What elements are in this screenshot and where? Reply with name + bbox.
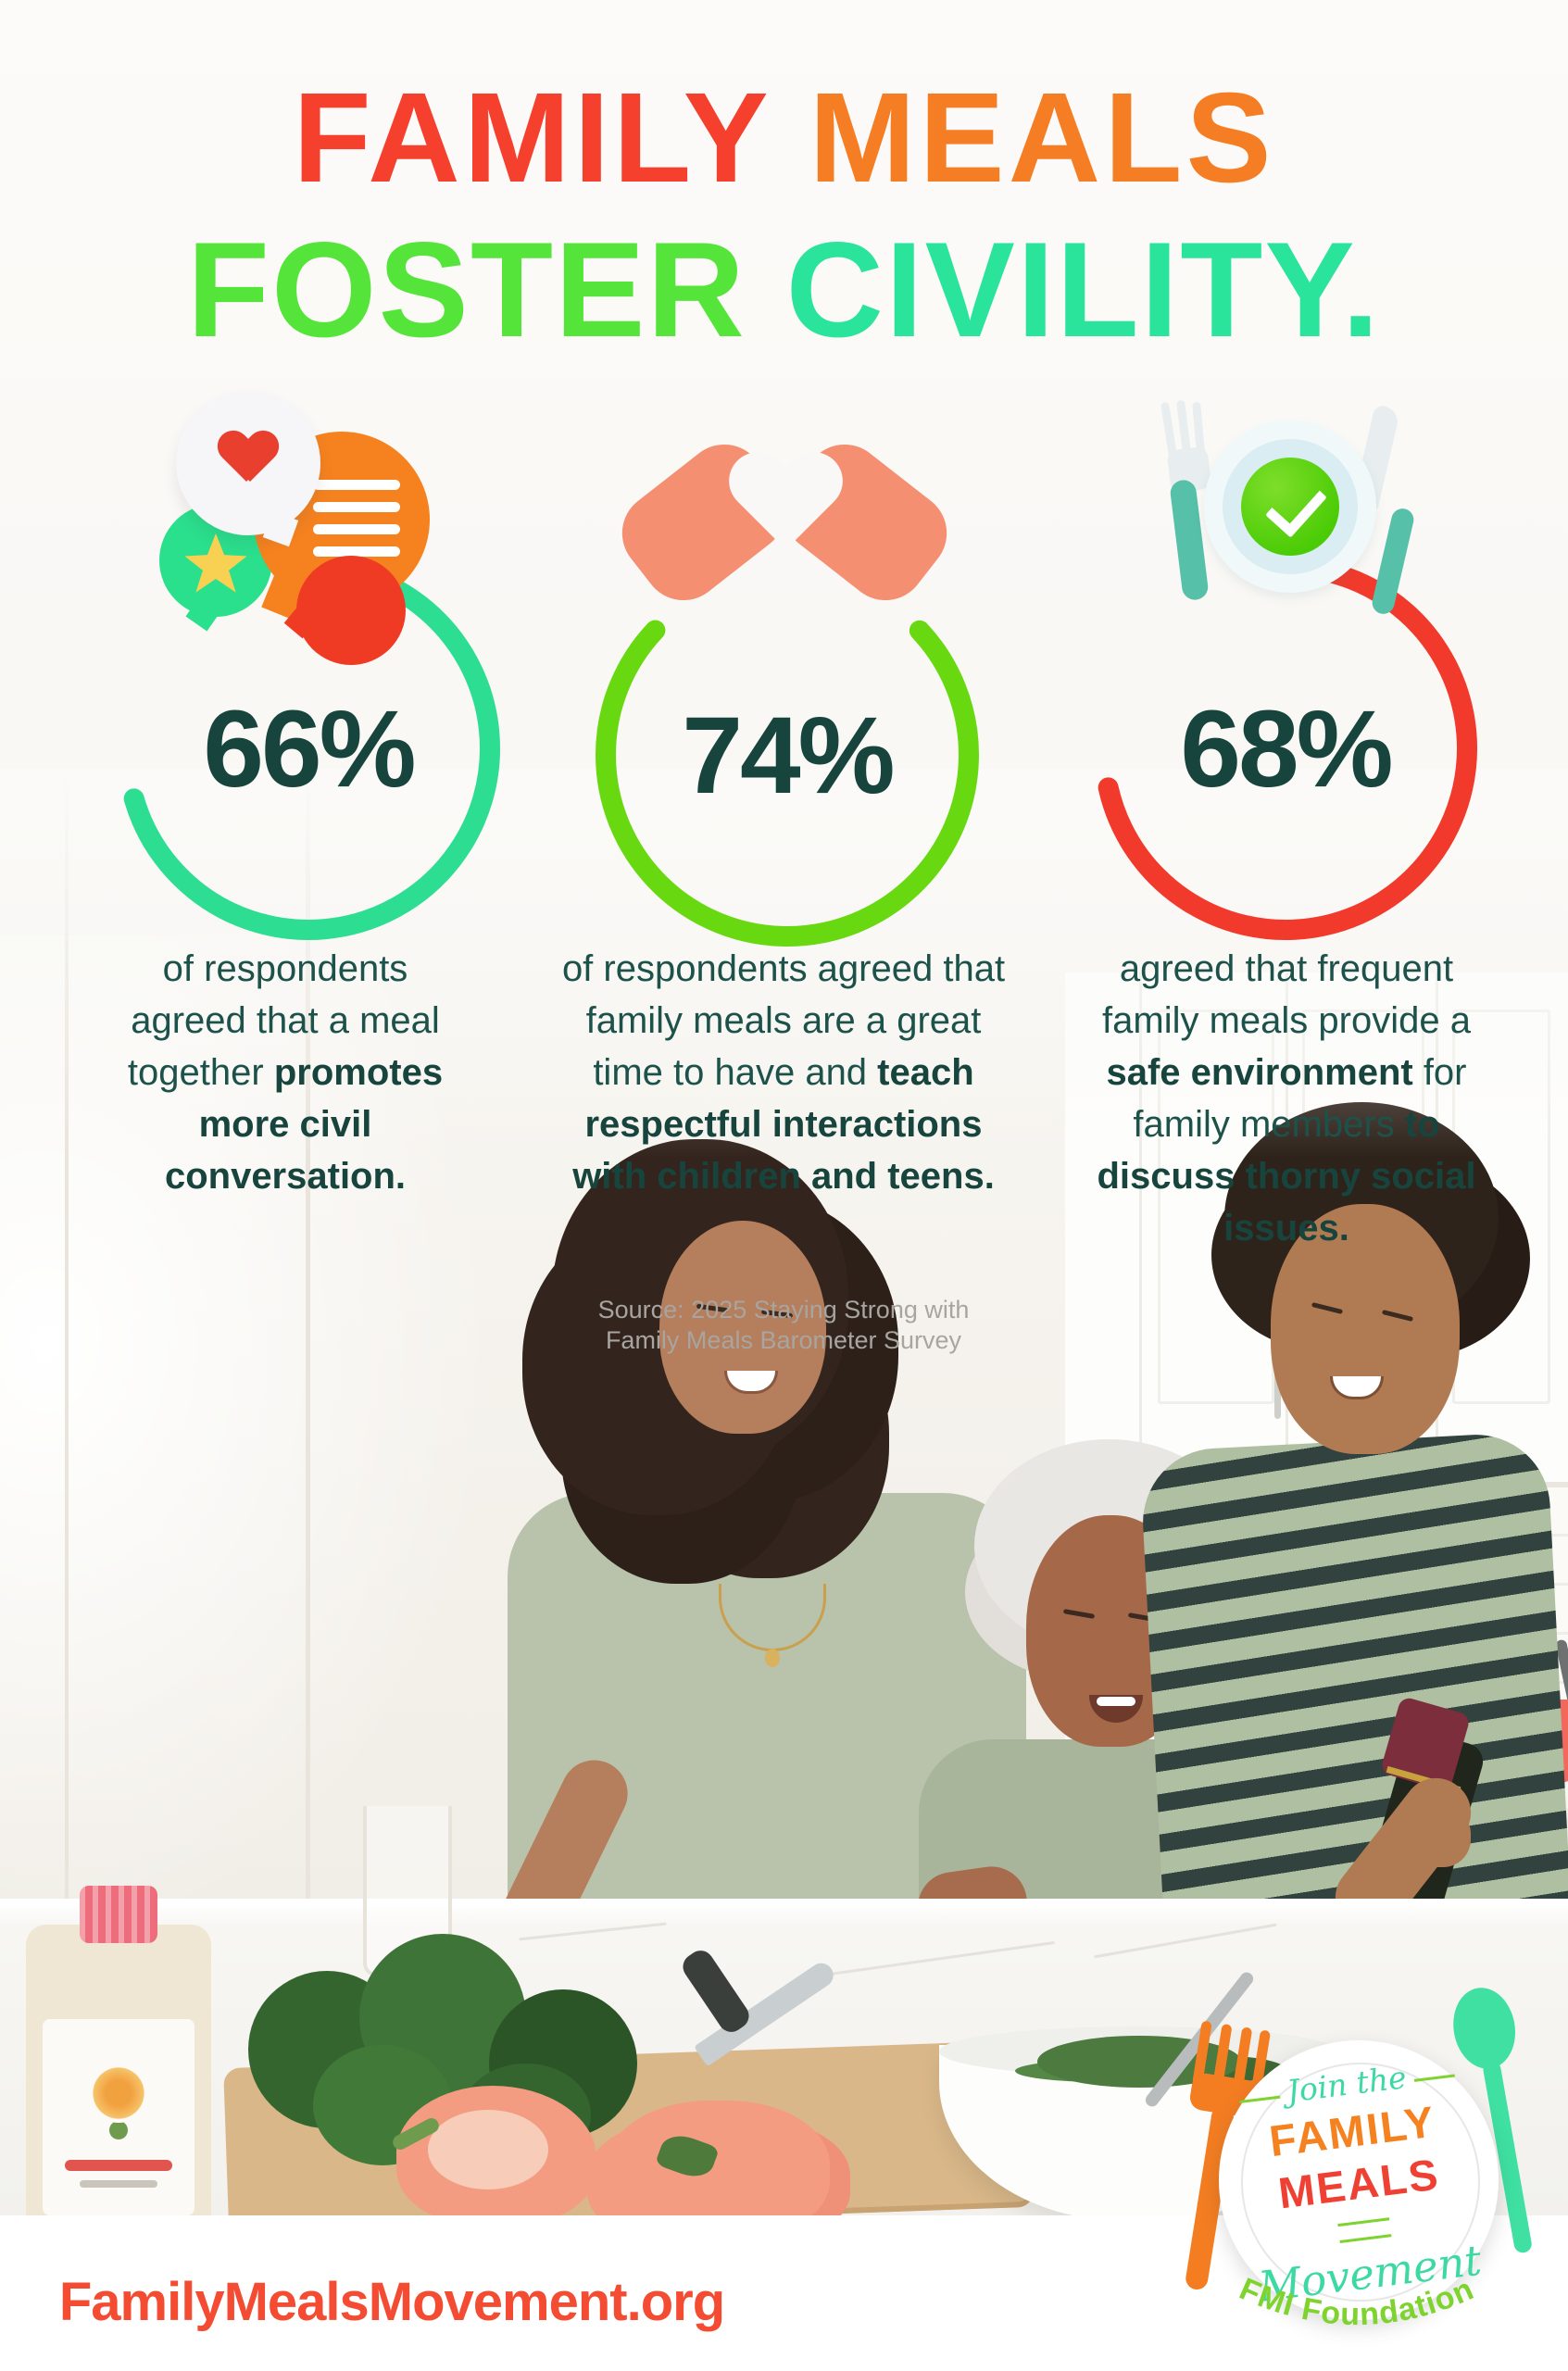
heart-negative-space <box>732 454 839 554</box>
stat-description-1: of respondents agreed that a meal togeth… <box>127 948 444 1197</box>
check-circle-icon <box>1241 458 1339 556</box>
stat-value-1: 66% <box>203 688 416 810</box>
source-citation: Source: 2025 Staying Strong with Family … <box>597 1296 970 1354</box>
stat-description-3: agreed that frequent family meals provid… <box>1097 948 1476 1248</box>
woman-face <box>659 1221 826 1434</box>
door-frame-line <box>65 769 69 2215</box>
plate-check-cutlery-icon <box>1156 399 1416 650</box>
oil-bottle-cap <box>80 1886 157 1943</box>
kale-greens <box>230 1934 665 2165</box>
white-chat-bubble <box>176 391 320 535</box>
stat-value-3: 68% <box>1180 688 1393 810</box>
window-light <box>0 935 500 1954</box>
boy-hand <box>1389 1806 1471 1867</box>
page-title: FAMILY MEALS FOSTER CIVILITY. <box>0 74 1568 358</box>
title-foster: FOSTER <box>186 214 746 365</box>
door-frame-line <box>306 769 310 2215</box>
heart-icon <box>219 432 278 485</box>
stat-description-2: of respondents agreed that family meals … <box>561 948 1006 1197</box>
stat-ring-3: 68% <box>1086 549 1485 947</box>
svg-text:FMI Foundation: FMI Foundation <box>1235 2271 1479 2332</box>
stat-ring-2: 74% <box>588 556 986 954</box>
bell-pepper-half <box>396 2086 596 2215</box>
red-chat-bubble <box>296 556 406 665</box>
family-meals-movement-badge: Join the FAMILY MEALS Movement FMI Found… <box>1139 1945 1568 2371</box>
title-meals: MEALS <box>809 67 1275 209</box>
stat-value-2: 74% <box>682 695 895 817</box>
boy-face <box>1271 1204 1460 1454</box>
website-link[interactable]: FamilyMealsMovement.org <box>58 2272 725 2332</box>
kitchen-photo <box>0 769 1568 2215</box>
title-civility: CIVILITY. <box>785 214 1382 365</box>
bell-pepper <box>608 2101 830 2215</box>
title-family: FAMILY <box>293 67 771 209</box>
badge-fmi-foundation: FMI Foundation <box>1235 2271 1479 2332</box>
chat-bubbles-heart-icon <box>156 387 430 684</box>
heart-hands-icon <box>606 413 963 626</box>
